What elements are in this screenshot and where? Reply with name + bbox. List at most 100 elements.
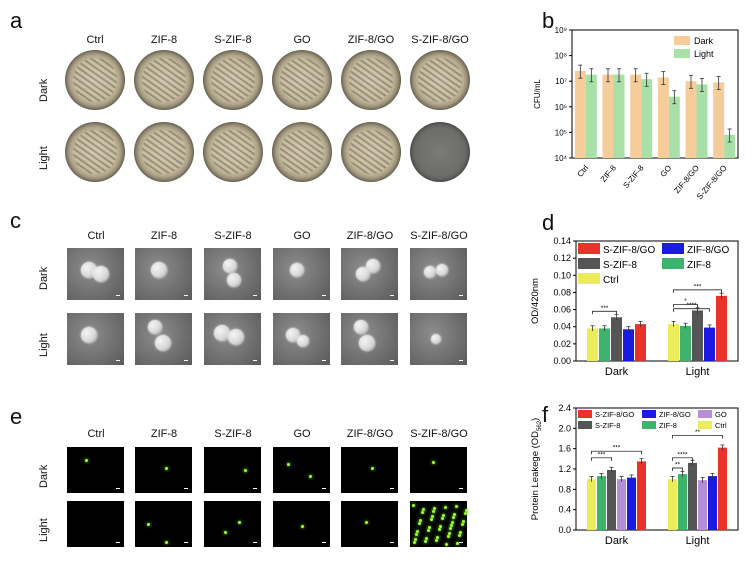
legend-label: S-ZIF-8/GO bbox=[603, 245, 655, 256]
significance-bracket bbox=[672, 435, 723, 439]
fluorescent-spot bbox=[447, 535, 450, 538]
plot-frame bbox=[575, 240, 739, 362]
fluorescent-spot bbox=[455, 505, 458, 508]
bar bbox=[597, 476, 606, 530]
fluorescent-spot bbox=[418, 522, 421, 525]
fluorescent-spot bbox=[416, 530, 419, 533]
sem-image bbox=[410, 313, 467, 365]
bacterium-cell bbox=[356, 267, 370, 281]
fluorescent-spot bbox=[465, 509, 468, 512]
bar bbox=[611, 317, 622, 361]
bacterium-cell bbox=[151, 262, 167, 278]
plot-frame bbox=[571, 29, 739, 159]
fluorescent-spot bbox=[424, 540, 427, 543]
fluorescence-image bbox=[135, 501, 192, 547]
legend-label: Light bbox=[694, 49, 714, 59]
sem-image bbox=[273, 248, 330, 300]
bar bbox=[623, 329, 634, 361]
significance-label: *** bbox=[601, 305, 609, 312]
bar bbox=[678, 474, 687, 530]
legend-label: Ctrl bbox=[715, 421, 727, 430]
fluorescent-spot bbox=[431, 515, 434, 518]
scale-bar bbox=[184, 542, 188, 543]
petri-dish bbox=[410, 50, 470, 110]
fluorescent-spot bbox=[445, 543, 448, 546]
significance-label: **** bbox=[677, 451, 688, 458]
fluorescent-spot bbox=[462, 520, 465, 523]
significance-bracket bbox=[672, 457, 693, 461]
bar bbox=[574, 71, 586, 158]
panel-e-col-label: S-ZIF-8 bbox=[214, 428, 252, 440]
legend-label: ZIF-8/GO bbox=[659, 410, 691, 419]
fluorescent-spot bbox=[436, 536, 439, 539]
scale-bar bbox=[390, 295, 394, 296]
bar bbox=[724, 134, 736, 158]
bar bbox=[716, 295, 727, 361]
bar bbox=[599, 328, 610, 361]
fluorescence-image bbox=[67, 447, 124, 493]
y-tick-label: 2.4 bbox=[558, 403, 571, 413]
sem-image bbox=[67, 313, 124, 365]
bacterium-cell bbox=[148, 320, 162, 334]
fluorescence-image bbox=[341, 501, 398, 547]
sem-image bbox=[67, 248, 124, 300]
sem-image bbox=[341, 248, 398, 300]
legend-swatch bbox=[642, 421, 656, 429]
y-tick-label: 0.12 bbox=[553, 253, 571, 263]
y-tick-label: 10⁹ bbox=[555, 26, 567, 35]
fluorescence-image bbox=[410, 501, 468, 547]
bar bbox=[637, 461, 646, 530]
legend-swatch bbox=[578, 258, 600, 269]
fluorescent-spot bbox=[450, 524, 453, 527]
panel-e-row-dark: Dark bbox=[38, 464, 50, 488]
scale-bar bbox=[253, 360, 257, 361]
bar bbox=[680, 325, 691, 361]
fluorescent-spot bbox=[427, 529, 430, 532]
bacterium-cell bbox=[227, 273, 241, 287]
fluorescent-spot bbox=[419, 519, 422, 522]
bacterium-cell bbox=[297, 335, 309, 347]
fluorescent-spot bbox=[432, 461, 435, 464]
panel-a-col-label: S-ZIF-8 bbox=[214, 34, 252, 46]
significance-bracket bbox=[591, 457, 612, 461]
scale-bar bbox=[116, 542, 120, 543]
x-tick-label: Light bbox=[686, 366, 710, 378]
bacterium-cell bbox=[431, 334, 441, 344]
scale-bar bbox=[322, 360, 326, 361]
panel-c-col-label: ZIF-8/GO bbox=[346, 230, 394, 242]
fluorescent-spot bbox=[301, 525, 304, 528]
fluorescent-spot bbox=[464, 512, 467, 515]
bacterium-cell bbox=[424, 266, 436, 278]
panel-a-col-label: ZIF-8 bbox=[150, 34, 178, 46]
bacterium-cell bbox=[93, 266, 109, 282]
panel-a-row-dark: Dark bbox=[38, 78, 50, 102]
y-tick-label: 10⁶ bbox=[555, 103, 567, 112]
chart-f: 0.0 0.4 0.8 1.2 1.6 2.0 2.4 Protein Leakege (OD… bbox=[530, 403, 739, 547]
fluorescent-spot bbox=[452, 516, 455, 519]
x-tick-label: Light bbox=[686, 535, 710, 547]
petri-dish bbox=[272, 50, 332, 110]
petri-dish bbox=[341, 50, 401, 110]
petri-dish bbox=[134, 50, 194, 110]
x-tick-label: ZIF-8/GO bbox=[672, 164, 701, 196]
bacterium-cell bbox=[286, 328, 300, 342]
bar bbox=[635, 324, 646, 361]
fluorescence-image bbox=[135, 447, 192, 493]
panel-label-f: f bbox=[542, 402, 549, 427]
fluorescent-spot bbox=[224, 531, 227, 534]
scale-bar bbox=[390, 542, 394, 543]
fluorescent-spot bbox=[441, 517, 444, 520]
fluorescent-spot bbox=[371, 467, 374, 470]
legend-label: ZIF-8/GO bbox=[687, 245, 729, 256]
fluorescent-spot bbox=[414, 538, 417, 541]
bacterium-cell bbox=[436, 264, 448, 276]
fluorescent-spot bbox=[238, 521, 241, 524]
bacterium-cell bbox=[223, 259, 237, 273]
panel-a-col-label: ZIF-8/GO bbox=[347, 34, 395, 46]
scale-bar bbox=[116, 360, 120, 361]
y-tick-label: 0.04 bbox=[553, 322, 571, 332]
fluorescent-spot bbox=[449, 527, 452, 530]
petri-dish bbox=[203, 122, 263, 182]
bar bbox=[692, 310, 703, 361]
significance-label: *** bbox=[598, 451, 606, 458]
